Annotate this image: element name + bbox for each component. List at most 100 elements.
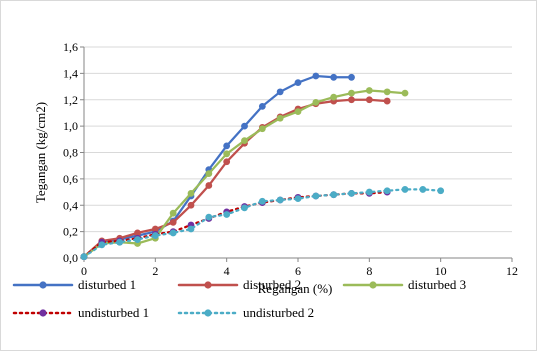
x-tick-labels: 0 2 4 6 8 10 12 bbox=[81, 264, 518, 278]
y-tick-label: 0,0 bbox=[63, 251, 78, 265]
data-point bbox=[187, 225, 195, 233]
data-point bbox=[401, 89, 409, 97]
data-point bbox=[187, 201, 195, 209]
data-point bbox=[312, 98, 320, 106]
legend-item: disturbed 3 bbox=[342, 277, 466, 292]
legend-label: disturbed 2 bbox=[243, 277, 301, 292]
legend-swatch-marker bbox=[39, 309, 47, 317]
y-tick-labels: 0,0 0,2 0,4 0,6 0,8 1,0 1,2 1,4 1,6 bbox=[63, 40, 78, 265]
data-point bbox=[348, 73, 355, 81]
data-point bbox=[151, 225, 159, 233]
data-point bbox=[223, 142, 231, 150]
series-undisturbed-2 bbox=[80, 186, 445, 261]
legend-label: disturbed 3 bbox=[408, 277, 466, 292]
legend-item: undisturbed 1 bbox=[12, 305, 149, 320]
data-point bbox=[241, 204, 248, 212]
x-tick-label: 4 bbox=[224, 264, 230, 278]
data-point bbox=[151, 232, 159, 239]
y-tick-label: 1,2 bbox=[63, 93, 78, 107]
data-point bbox=[294, 108, 302, 116]
data-point bbox=[312, 192, 320, 200]
data-point bbox=[330, 191, 338, 199]
y-tick-label: 1,6 bbox=[63, 40, 78, 54]
data-point bbox=[294, 79, 302, 87]
data-point bbox=[348, 189, 355, 197]
data-point bbox=[205, 170, 213, 178]
data-point bbox=[134, 229, 141, 237]
series-undisturbed-1 bbox=[80, 188, 391, 261]
series-line bbox=[82, 188, 442, 258]
y-tick-label: 0,6 bbox=[63, 172, 78, 186]
data-point bbox=[437, 187, 445, 195]
data-point bbox=[312, 72, 320, 80]
data-point bbox=[276, 88, 284, 96]
legend-swatch-marker bbox=[369, 281, 377, 289]
y-tick-label: 0,8 bbox=[63, 146, 78, 160]
data-point bbox=[205, 182, 213, 189]
data-point bbox=[276, 196, 284, 204]
data-point bbox=[348, 89, 355, 97]
line-chart: 0,0 0,2 0,4 0,6 0,8 1,0 1,2 1,4 1,6 0 2 4 6 8 10 12 Te… bbox=[12, 40, 518, 320]
series-line bbox=[82, 74, 353, 258]
data-point bbox=[276, 114, 284, 122]
legend-swatch-marker bbox=[204, 309, 212, 317]
data-point bbox=[241, 137, 248, 145]
data-point bbox=[383, 88, 391, 96]
y-tick-label: 0,2 bbox=[63, 225, 78, 239]
data-point bbox=[294, 195, 302, 203]
data-point bbox=[258, 197, 266, 205]
series-line bbox=[82, 190, 389, 258]
series-lines bbox=[80, 72, 445, 261]
axes bbox=[80, 46, 513, 262]
y-axis-title: Tegangan (kg/cm2) bbox=[33, 102, 48, 203]
legend-item: undisturbed 2 bbox=[177, 305, 314, 320]
data-point bbox=[365, 87, 373, 94]
data-point bbox=[205, 213, 213, 221]
legend-item: disturbed 2 bbox=[177, 277, 301, 292]
data-point bbox=[330, 93, 338, 101]
data-point bbox=[258, 102, 266, 110]
y-tick-label: 1,4 bbox=[63, 66, 78, 80]
data-point bbox=[169, 218, 177, 226]
data-point bbox=[241, 122, 248, 130]
x-tick-label: 2 bbox=[152, 264, 158, 278]
series-line bbox=[82, 98, 389, 258]
data-point bbox=[258, 125, 266, 133]
data-point bbox=[330, 73, 338, 81]
x-tick-label: 12 bbox=[506, 264, 518, 278]
data-point bbox=[401, 186, 409, 193]
legend-label: undisturbed 1 bbox=[78, 305, 149, 320]
legend-item: disturbed 1 bbox=[12, 277, 136, 292]
legend-swatch-marker bbox=[39, 281, 47, 289]
data-point bbox=[365, 96, 373, 104]
data-point bbox=[169, 229, 177, 237]
data-point bbox=[419, 186, 427, 193]
y-tick-label: 1,0 bbox=[63, 119, 78, 133]
data-point bbox=[223, 150, 231, 158]
data-point bbox=[223, 211, 231, 218]
x-tick-label: 0 bbox=[81, 264, 87, 278]
legend-label: disturbed 1 bbox=[78, 277, 136, 292]
data-point bbox=[383, 187, 391, 195]
data-point bbox=[98, 241, 106, 249]
data-point bbox=[80, 253, 88, 261]
data-point bbox=[223, 158, 231, 166]
data-point bbox=[365, 188, 373, 196]
y-tick-label: 0,4 bbox=[63, 198, 78, 212]
x-axis-title: Regangan (%) bbox=[258, 281, 333, 296]
gridlines bbox=[84, 46, 512, 233]
x-tick-label: 8 bbox=[366, 264, 372, 278]
x-tick-label: 6 bbox=[295, 264, 301, 278]
data-point bbox=[187, 189, 195, 197]
x-tick-label: 10 bbox=[435, 264, 447, 278]
legend-swatch-marker bbox=[204, 281, 212, 289]
data-point bbox=[134, 236, 141, 243]
data-point bbox=[169, 209, 177, 217]
series-disturbed-2 bbox=[80, 96, 391, 261]
legend: disturbed 1 disturbed 2 disturbed 3 undistu… bbox=[12, 277, 466, 320]
data-point bbox=[348, 96, 355, 104]
legend-label: undisturbed 2 bbox=[243, 305, 314, 320]
data-point bbox=[383, 97, 391, 105]
data-point bbox=[116, 238, 124, 246]
